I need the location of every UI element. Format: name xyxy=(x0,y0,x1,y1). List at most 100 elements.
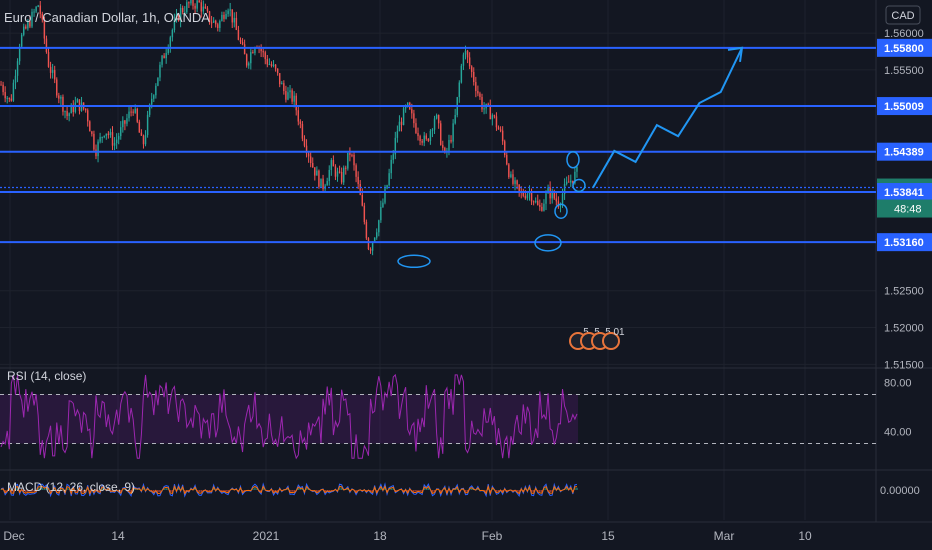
macd-histogram-bar xyxy=(380,487,382,490)
macd-histogram-bar xyxy=(58,490,60,493)
candle xyxy=(35,6,37,12)
candle xyxy=(12,82,15,101)
candle xyxy=(425,135,427,139)
candle xyxy=(326,181,328,186)
candle xyxy=(413,113,415,124)
candle xyxy=(66,111,68,117)
macd-histogram-bar xyxy=(512,490,514,491)
candle xyxy=(402,108,405,125)
candle xyxy=(510,174,512,178)
macd-histogram-bar xyxy=(427,487,430,490)
candle xyxy=(173,19,176,30)
candle xyxy=(272,64,275,67)
candle xyxy=(283,83,285,92)
macd-histogram-bar xyxy=(132,488,134,490)
macd-histogram-bar xyxy=(27,490,29,492)
candle xyxy=(70,104,72,114)
candle xyxy=(227,10,229,14)
candle xyxy=(6,97,8,99)
macd-panel xyxy=(0,482,578,498)
currency-badge[interactable]: CAD xyxy=(885,5,921,25)
candle xyxy=(291,90,293,102)
candle xyxy=(109,132,112,136)
candle xyxy=(200,2,202,12)
macd-histogram-bar xyxy=(136,489,139,490)
candle xyxy=(458,82,461,98)
candle xyxy=(338,171,341,173)
horizontal-levels[interactable] xyxy=(0,46,876,244)
macd-histogram-bar xyxy=(413,490,415,492)
time-tick-label: 18 xyxy=(373,529,387,543)
candle xyxy=(384,188,386,203)
candle xyxy=(134,108,136,113)
candle xyxy=(400,121,403,125)
candle xyxy=(177,14,180,21)
candle xyxy=(392,154,394,160)
candle xyxy=(276,68,279,74)
macd-histogram-bar xyxy=(551,490,554,493)
candle xyxy=(373,237,376,242)
macd-histogram-bar xyxy=(171,490,174,493)
macd-histogram-bar xyxy=(198,490,201,493)
macd-histogram-bar xyxy=(74,490,77,492)
macd-histogram-bar xyxy=(53,488,56,490)
circle-drawing xyxy=(566,150,580,169)
candle xyxy=(297,110,300,122)
price-tick-label: 1.55500 xyxy=(884,65,924,77)
macd-histogram-bar xyxy=(119,490,122,493)
candle xyxy=(534,200,537,203)
candle xyxy=(501,130,504,142)
candle xyxy=(72,104,75,112)
macd-histogram-bar xyxy=(464,490,467,492)
candle xyxy=(2,84,4,93)
candle xyxy=(437,114,440,124)
candle xyxy=(76,99,79,103)
countdown-label: 48:48 xyxy=(894,204,922,216)
candle xyxy=(219,20,221,28)
candle xyxy=(186,2,188,13)
candle xyxy=(506,155,508,165)
candle xyxy=(153,95,155,99)
candle xyxy=(417,132,419,137)
macd-histogram-bar xyxy=(305,487,308,490)
candle xyxy=(316,170,318,176)
macd-histogram-bar xyxy=(365,490,368,492)
candle xyxy=(357,176,359,184)
macd-histogram-bar xyxy=(70,490,73,493)
macd-histogram-bar xyxy=(103,489,106,490)
macd-histogram-bar xyxy=(450,490,452,492)
candle xyxy=(557,201,560,207)
candle xyxy=(33,11,35,13)
candle xyxy=(111,132,114,146)
candle xyxy=(526,194,529,199)
candle xyxy=(165,53,167,59)
macd-histogram-bar xyxy=(150,490,153,491)
macd-histogram-bar xyxy=(107,488,110,490)
candle xyxy=(167,47,169,54)
candle xyxy=(151,98,153,105)
macd-histogram-bar xyxy=(501,490,504,492)
candle xyxy=(103,135,105,137)
macd-histogram-bar xyxy=(134,489,137,490)
macd-histogram-bar xyxy=(516,490,518,492)
candle xyxy=(266,59,269,65)
macd-signal-line xyxy=(0,484,578,496)
macd-histogram-bar xyxy=(260,490,262,492)
macd-histogram-bar xyxy=(49,490,52,493)
macd-histogram-bar xyxy=(369,490,372,492)
macd-histogram-bar xyxy=(29,490,31,492)
candle xyxy=(202,6,205,12)
candle xyxy=(415,123,417,133)
candle xyxy=(570,180,572,183)
macd-histogram-bar xyxy=(291,490,293,492)
candle xyxy=(144,135,147,145)
circle-drawing xyxy=(397,254,431,269)
macd-histogram-bar xyxy=(212,488,215,490)
candle xyxy=(175,14,178,20)
candle xyxy=(345,167,347,169)
price-axis: 1.56000 1.55500 1.52500 1.52000 1.51500 1.558… xyxy=(877,28,932,497)
drawings[interactable]: 5 5 5 01 xyxy=(397,46,744,350)
candle xyxy=(312,163,314,168)
